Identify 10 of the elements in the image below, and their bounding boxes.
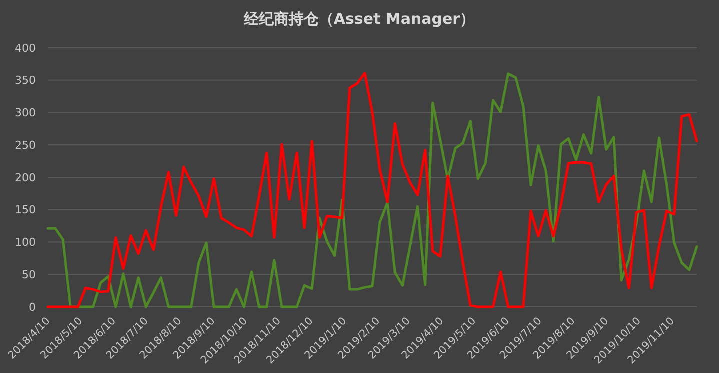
y-tick-label: 50 [22, 268, 36, 282]
y-tick-label: 350 [15, 74, 36, 88]
y-tick-label: 400 [15, 42, 36, 55]
y-tick-label: 100 [15, 236, 36, 250]
chart-title: 经纪商持仓（Asset Manager） [242, 10, 476, 28]
y-tick-label: 250 [15, 138, 36, 152]
y-tick-label: 200 [15, 171, 36, 184]
y-tick-label: 300 [15, 106, 36, 120]
y-tick-label: 0 [29, 300, 36, 314]
y-tick-label: 150 [15, 204, 36, 217]
